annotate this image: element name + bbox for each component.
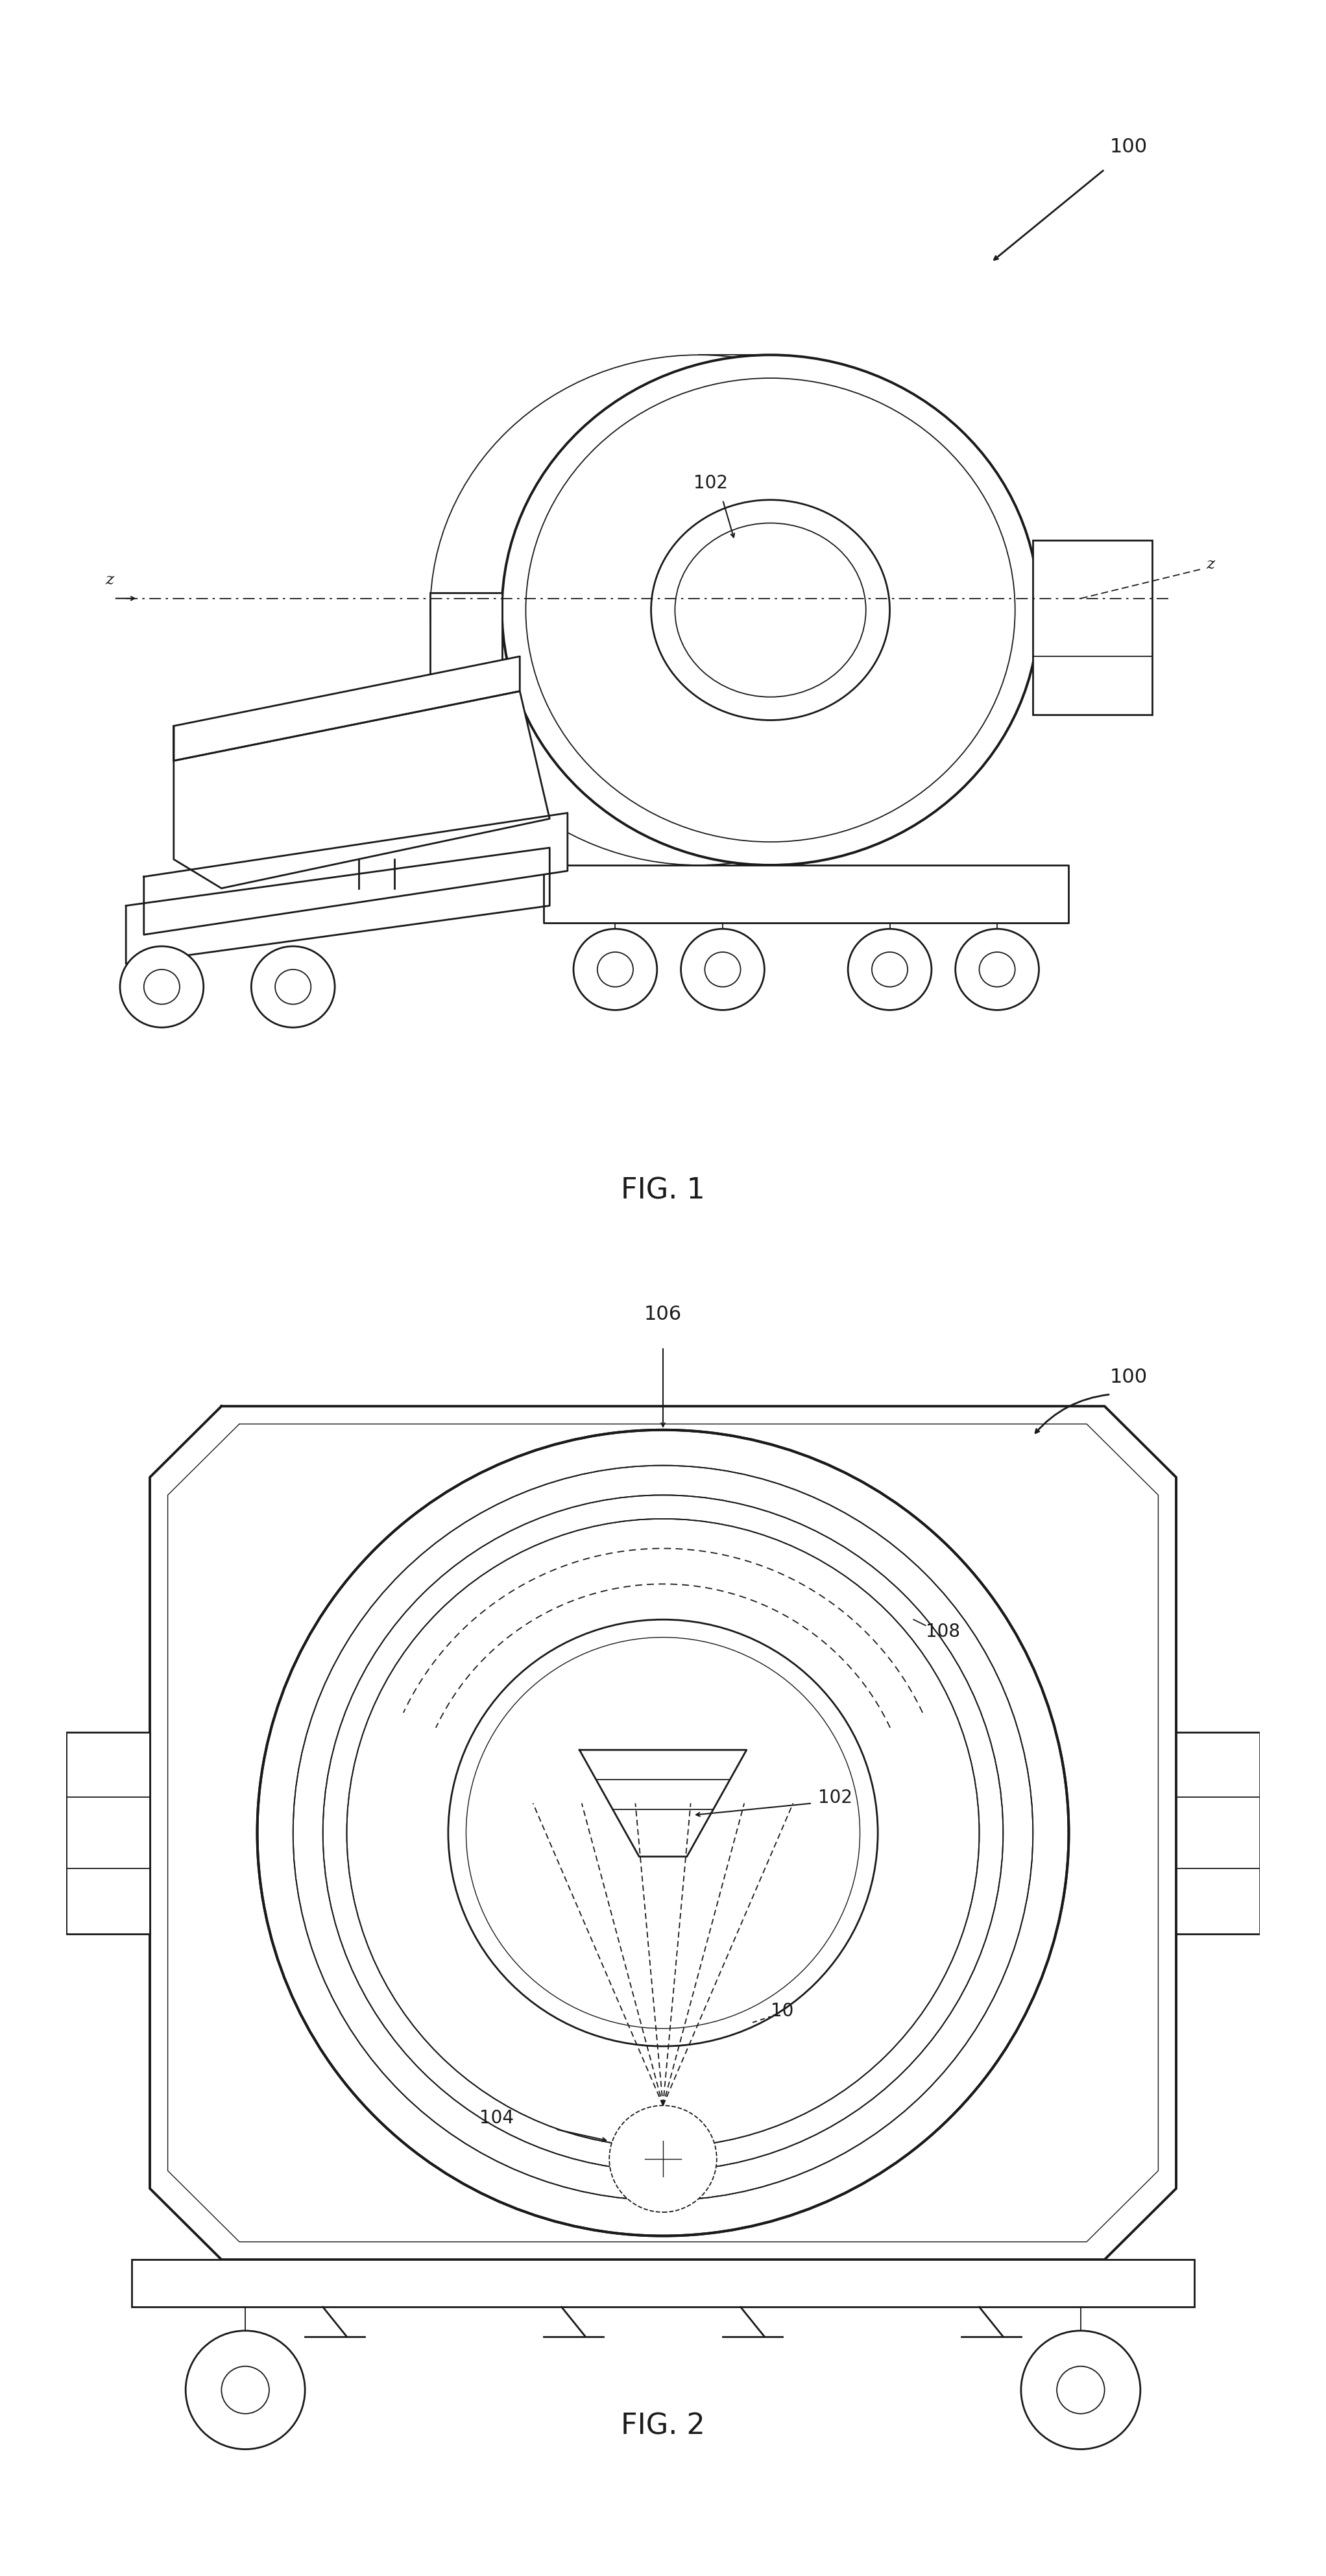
Text: 104: 104	[480, 2107, 514, 2128]
Polygon shape	[150, 1406, 1176, 2259]
Text: z: z	[1207, 556, 1215, 572]
Text: 100: 100	[1110, 1368, 1147, 1386]
Bar	[133, 2259, 1195, 2308]
Polygon shape	[579, 1749, 747, 1857]
Polygon shape	[145, 814, 568, 935]
Circle shape	[1021, 2331, 1140, 2450]
Circle shape	[849, 930, 932, 1010]
Polygon shape	[174, 690, 550, 889]
Polygon shape	[126, 848, 550, 963]
Circle shape	[956, 930, 1040, 1010]
Bar	[66, 1734, 150, 1935]
Text: 100: 100	[1110, 137, 1147, 157]
Ellipse shape	[503, 355, 1040, 866]
Circle shape	[260, 1432, 1066, 2233]
Text: 106: 106	[644, 1306, 682, 1324]
Bar	[1033, 541, 1152, 714]
Circle shape	[448, 1620, 878, 2045]
Circle shape	[574, 930, 658, 1010]
Text: FIG. 2: FIG. 2	[621, 2411, 705, 2439]
Circle shape	[251, 948, 334, 1028]
Circle shape	[610, 2105, 717, 2213]
Text: z: z	[106, 572, 114, 587]
Text: 102: 102	[693, 474, 728, 492]
Circle shape	[682, 930, 765, 1010]
Text: 10: 10	[770, 2002, 793, 2020]
Ellipse shape	[651, 500, 890, 721]
Bar	[1176, 1734, 1260, 1935]
Bar	[431, 592, 503, 685]
Text: FIG. 1: FIG. 1	[621, 1177, 705, 1203]
Circle shape	[119, 948, 204, 1028]
Text: 102: 102	[818, 1788, 853, 1806]
Polygon shape	[544, 866, 1069, 925]
Polygon shape	[174, 657, 520, 762]
Circle shape	[186, 2331, 305, 2450]
Ellipse shape	[675, 523, 866, 698]
Ellipse shape	[525, 379, 1016, 842]
Circle shape	[257, 1430, 1069, 2236]
Text: 108: 108	[926, 1623, 960, 1641]
